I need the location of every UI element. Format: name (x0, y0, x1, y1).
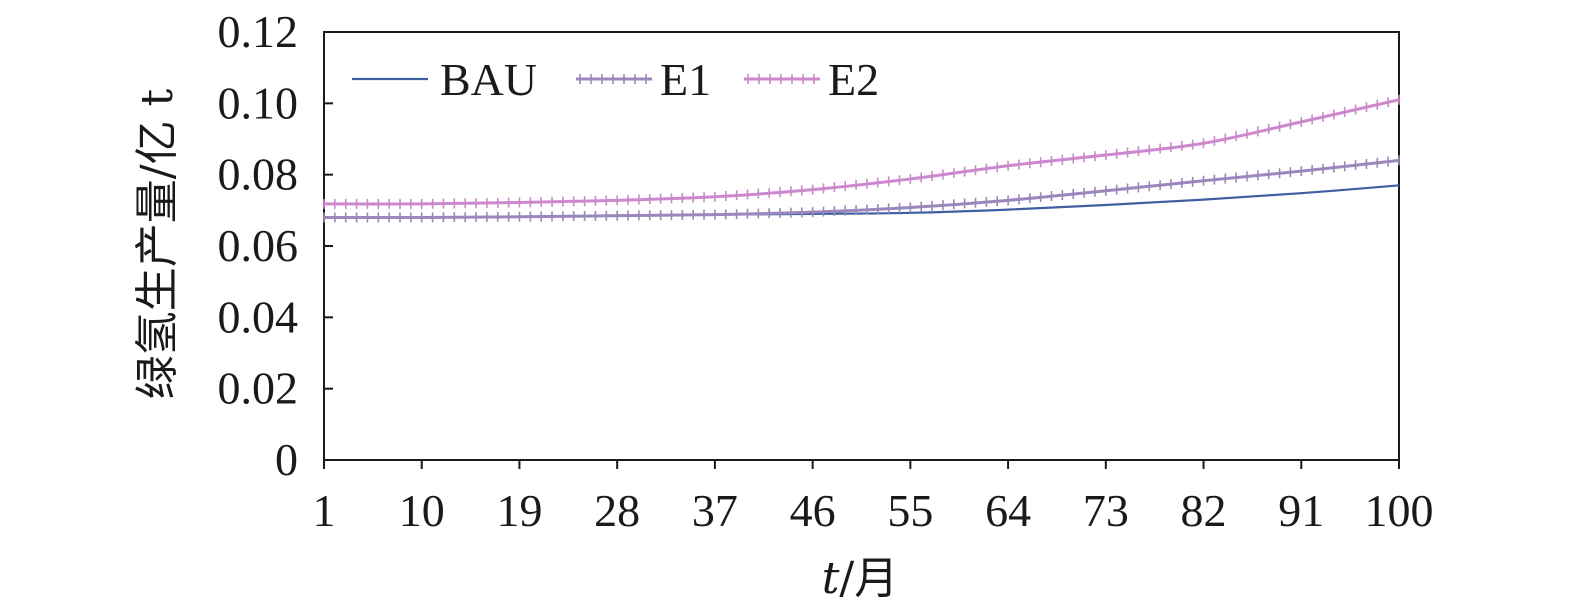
y-tick-label: 0.06 (218, 220, 299, 271)
series-line (323, 184, 1400, 219)
y-tick-label: 0.08 (218, 149, 299, 200)
legend-label: BAU (440, 54, 537, 105)
x-axis-title-unit: /月 (839, 553, 898, 604)
legend-label: E2 (828, 54, 879, 105)
legend-item-bau: BAU (352, 54, 537, 105)
x-tick-label: 100 (1365, 485, 1434, 536)
data-point (1105, 204, 1107, 206)
series-layer (323, 94, 1400, 223)
x-tick-label: 1 (313, 485, 336, 536)
legend-item-e1: E1 (576, 54, 711, 105)
x-tick-label: 64 (985, 485, 1031, 536)
y-tick-label: 0.04 (218, 291, 299, 342)
x-tick-label: 28 (594, 485, 640, 536)
y-tick-label: 0.12 (218, 6, 299, 57)
x-axis: 1 10 19 28 37 46 55 64 73 82 91 100 (313, 460, 1434, 536)
data-point (1398, 184, 1400, 186)
data-point (1300, 192, 1302, 194)
x-tick-label: 37 (692, 485, 738, 536)
x-tick-label: 55 (887, 485, 933, 536)
x-tick-label: 10 (399, 485, 445, 536)
x-axis-title: t/月 (822, 553, 899, 604)
y-tick-label: 0.10 (218, 77, 299, 128)
series-e2 (323, 94, 1400, 209)
data-point (909, 212, 911, 214)
legend-label: E1 (660, 54, 711, 105)
series-e1 (323, 155, 1400, 223)
x-tick-label: 73 (1083, 485, 1129, 536)
x-tick-label: 91 (1278, 485, 1324, 536)
y-axis: 0 0.02 0.04 0.06 0.08 0.10 0.12 (218, 6, 333, 485)
y-tick-label: 0 (275, 434, 298, 485)
x-tick-label: 82 (1181, 485, 1227, 536)
data-point (1203, 199, 1205, 201)
y-axis-title: 绿氢生产量/亿 t (132, 88, 183, 399)
x-axis-title-variable: t (822, 553, 840, 604)
series-line (323, 98, 1400, 206)
series-line (323, 158, 1400, 220)
data-point (1007, 209, 1009, 211)
legend-item-e2: E2 (744, 54, 879, 105)
x-tick-label: 46 (790, 485, 836, 536)
y-tick-label: 0.02 (218, 363, 299, 414)
legend: BAU E1 E2 (352, 54, 879, 105)
series-bau (323, 184, 1400, 219)
x-tick-label: 19 (496, 485, 542, 536)
